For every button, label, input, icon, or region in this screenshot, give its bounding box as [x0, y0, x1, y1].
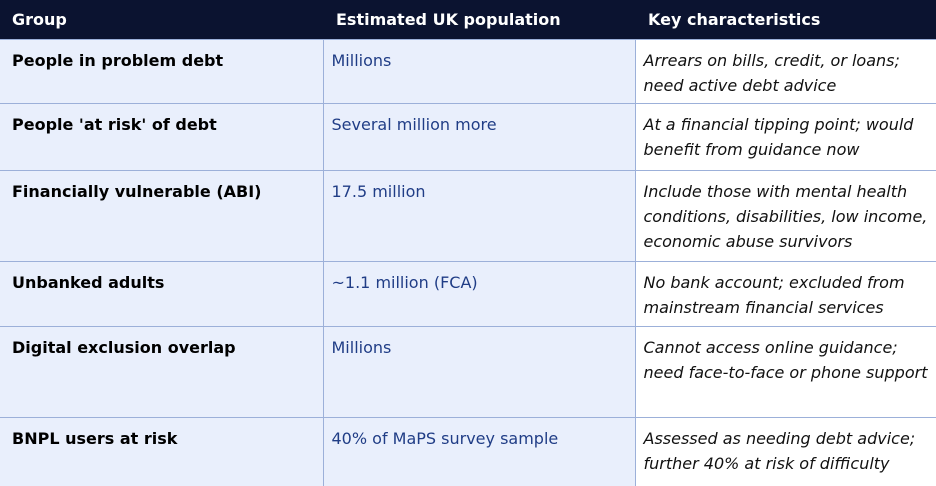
- header-row: Group Estimated UK population Key charac…: [0, 0, 936, 40]
- group-cell: BNPL users at risk: [0, 417, 324, 486]
- characteristics-cell: At a financial tipping point; would bene…: [634, 103, 936, 171]
- table-row: People 'at risk' of debt Several million…: [0, 103, 936, 171]
- group-cell: People in problem debt: [0, 39, 324, 104]
- table-row: People in problem debt Millions Arrears …: [0, 39, 936, 104]
- population-cell: 17.5 million: [322, 170, 636, 262]
- group-cell: People 'at risk' of debt: [0, 103, 324, 171]
- population-cell: Several million more: [322, 103, 636, 171]
- characteristics-cell: Cannot access online guidance; need face…: [634, 326, 936, 418]
- population-cell: Millions: [322, 39, 636, 104]
- population-cell: ~1.1 million (FCA): [322, 261, 636, 327]
- column-header-characteristics: Key characteristics: [635, 0, 936, 40]
- population-cell: Millions: [322, 326, 636, 418]
- characteristics-cell: Include those with mental health conditi…: [634, 170, 936, 262]
- group-cell: Digital exclusion overlap: [0, 326, 324, 418]
- table-row: Digital exclusion overlap Millions Canno…: [0, 326, 936, 418]
- characteristics-cell: No bank account; excluded from mainstrea…: [634, 261, 936, 327]
- group-cell: Unbanked adults: [0, 261, 324, 327]
- column-header-population: Estimated UK population: [323, 0, 635, 40]
- characteristics-cell: Arrears on bills, credit, or loans; need…: [634, 39, 936, 104]
- table-row: Unbanked adults ~1.1 million (FCA) No ba…: [0, 261, 936, 327]
- characteristics-cell: Assessed as needing debt advice; further…: [634, 417, 936, 486]
- table-row: Financially vulnerable (ABI) 17.5 millio…: [0, 170, 936, 262]
- group-cell: Financially vulnerable (ABI): [0, 170, 324, 262]
- population-cell: 40% of MaPS survey sample: [322, 417, 636, 486]
- table-row: BNPL users at risk 40% of MaPS survey sa…: [0, 417, 936, 486]
- column-header-group: Group: [0, 0, 323, 40]
